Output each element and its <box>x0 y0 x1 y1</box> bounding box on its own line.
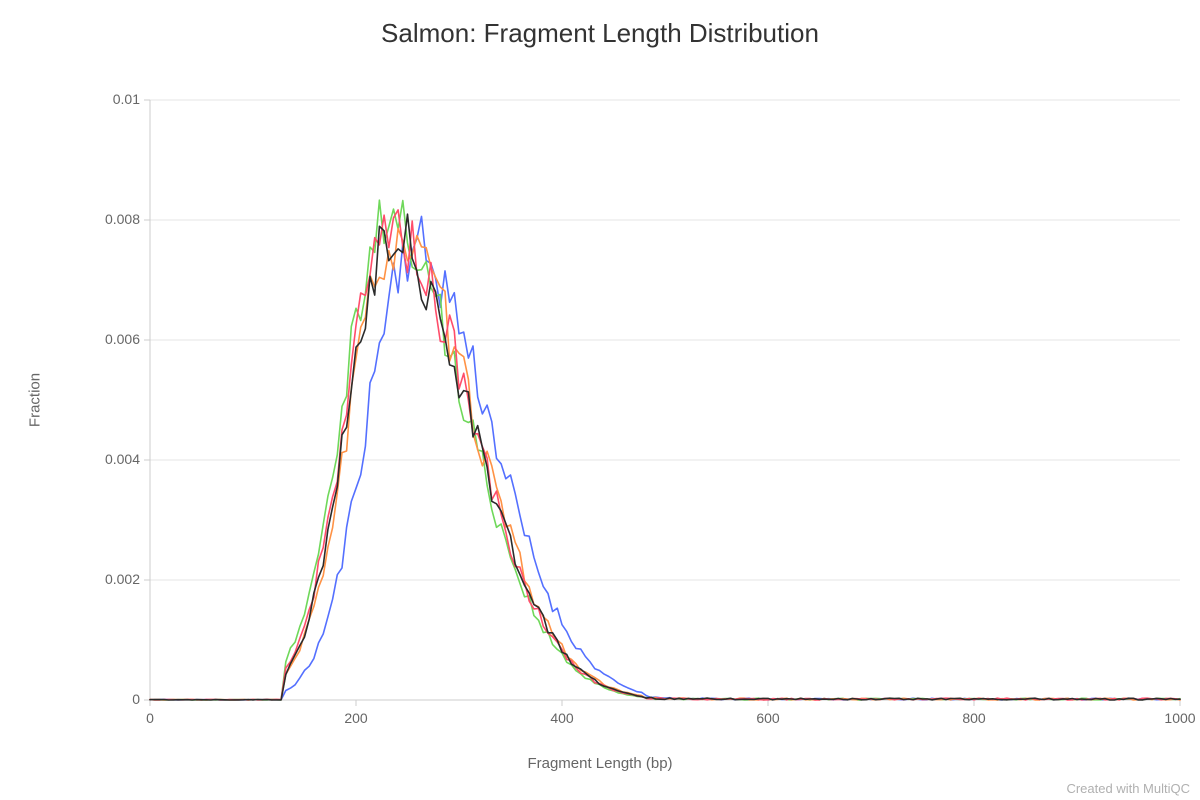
x-tick-label: 400 <box>550 710 573 726</box>
y-tick-label: 0 <box>50 691 140 707</box>
y-tick-label: 0.01 <box>50 91 140 107</box>
y-tick-label: 0.008 <box>50 211 140 227</box>
plot-area <box>150 100 1180 700</box>
y-axis-label: Fraction <box>27 373 44 427</box>
chart-title: Salmon: Fragment Length Distribution <box>0 18 1200 49</box>
x-tick-label: 600 <box>756 710 779 726</box>
x-axis-label: Fragment Length (bp) <box>0 755 1200 772</box>
y-tick-label: 0.004 <box>50 451 140 467</box>
y-tick-label: 0.006 <box>50 331 140 347</box>
x-tick-label: 200 <box>344 710 367 726</box>
series-line-sample3 <box>150 229 1180 700</box>
chart-container: Salmon: Fragment Length Distribution Fra… <box>0 0 1200 800</box>
y-tick-label: 0.002 <box>50 571 140 587</box>
x-tick-label: 0 <box>146 710 154 726</box>
credit-text: Created with MultiQC <box>1066 781 1190 796</box>
series-line-sample4 <box>150 210 1180 700</box>
x-tick-label: 800 <box>962 710 985 726</box>
x-tick-label: 1000 <box>1164 710 1195 726</box>
